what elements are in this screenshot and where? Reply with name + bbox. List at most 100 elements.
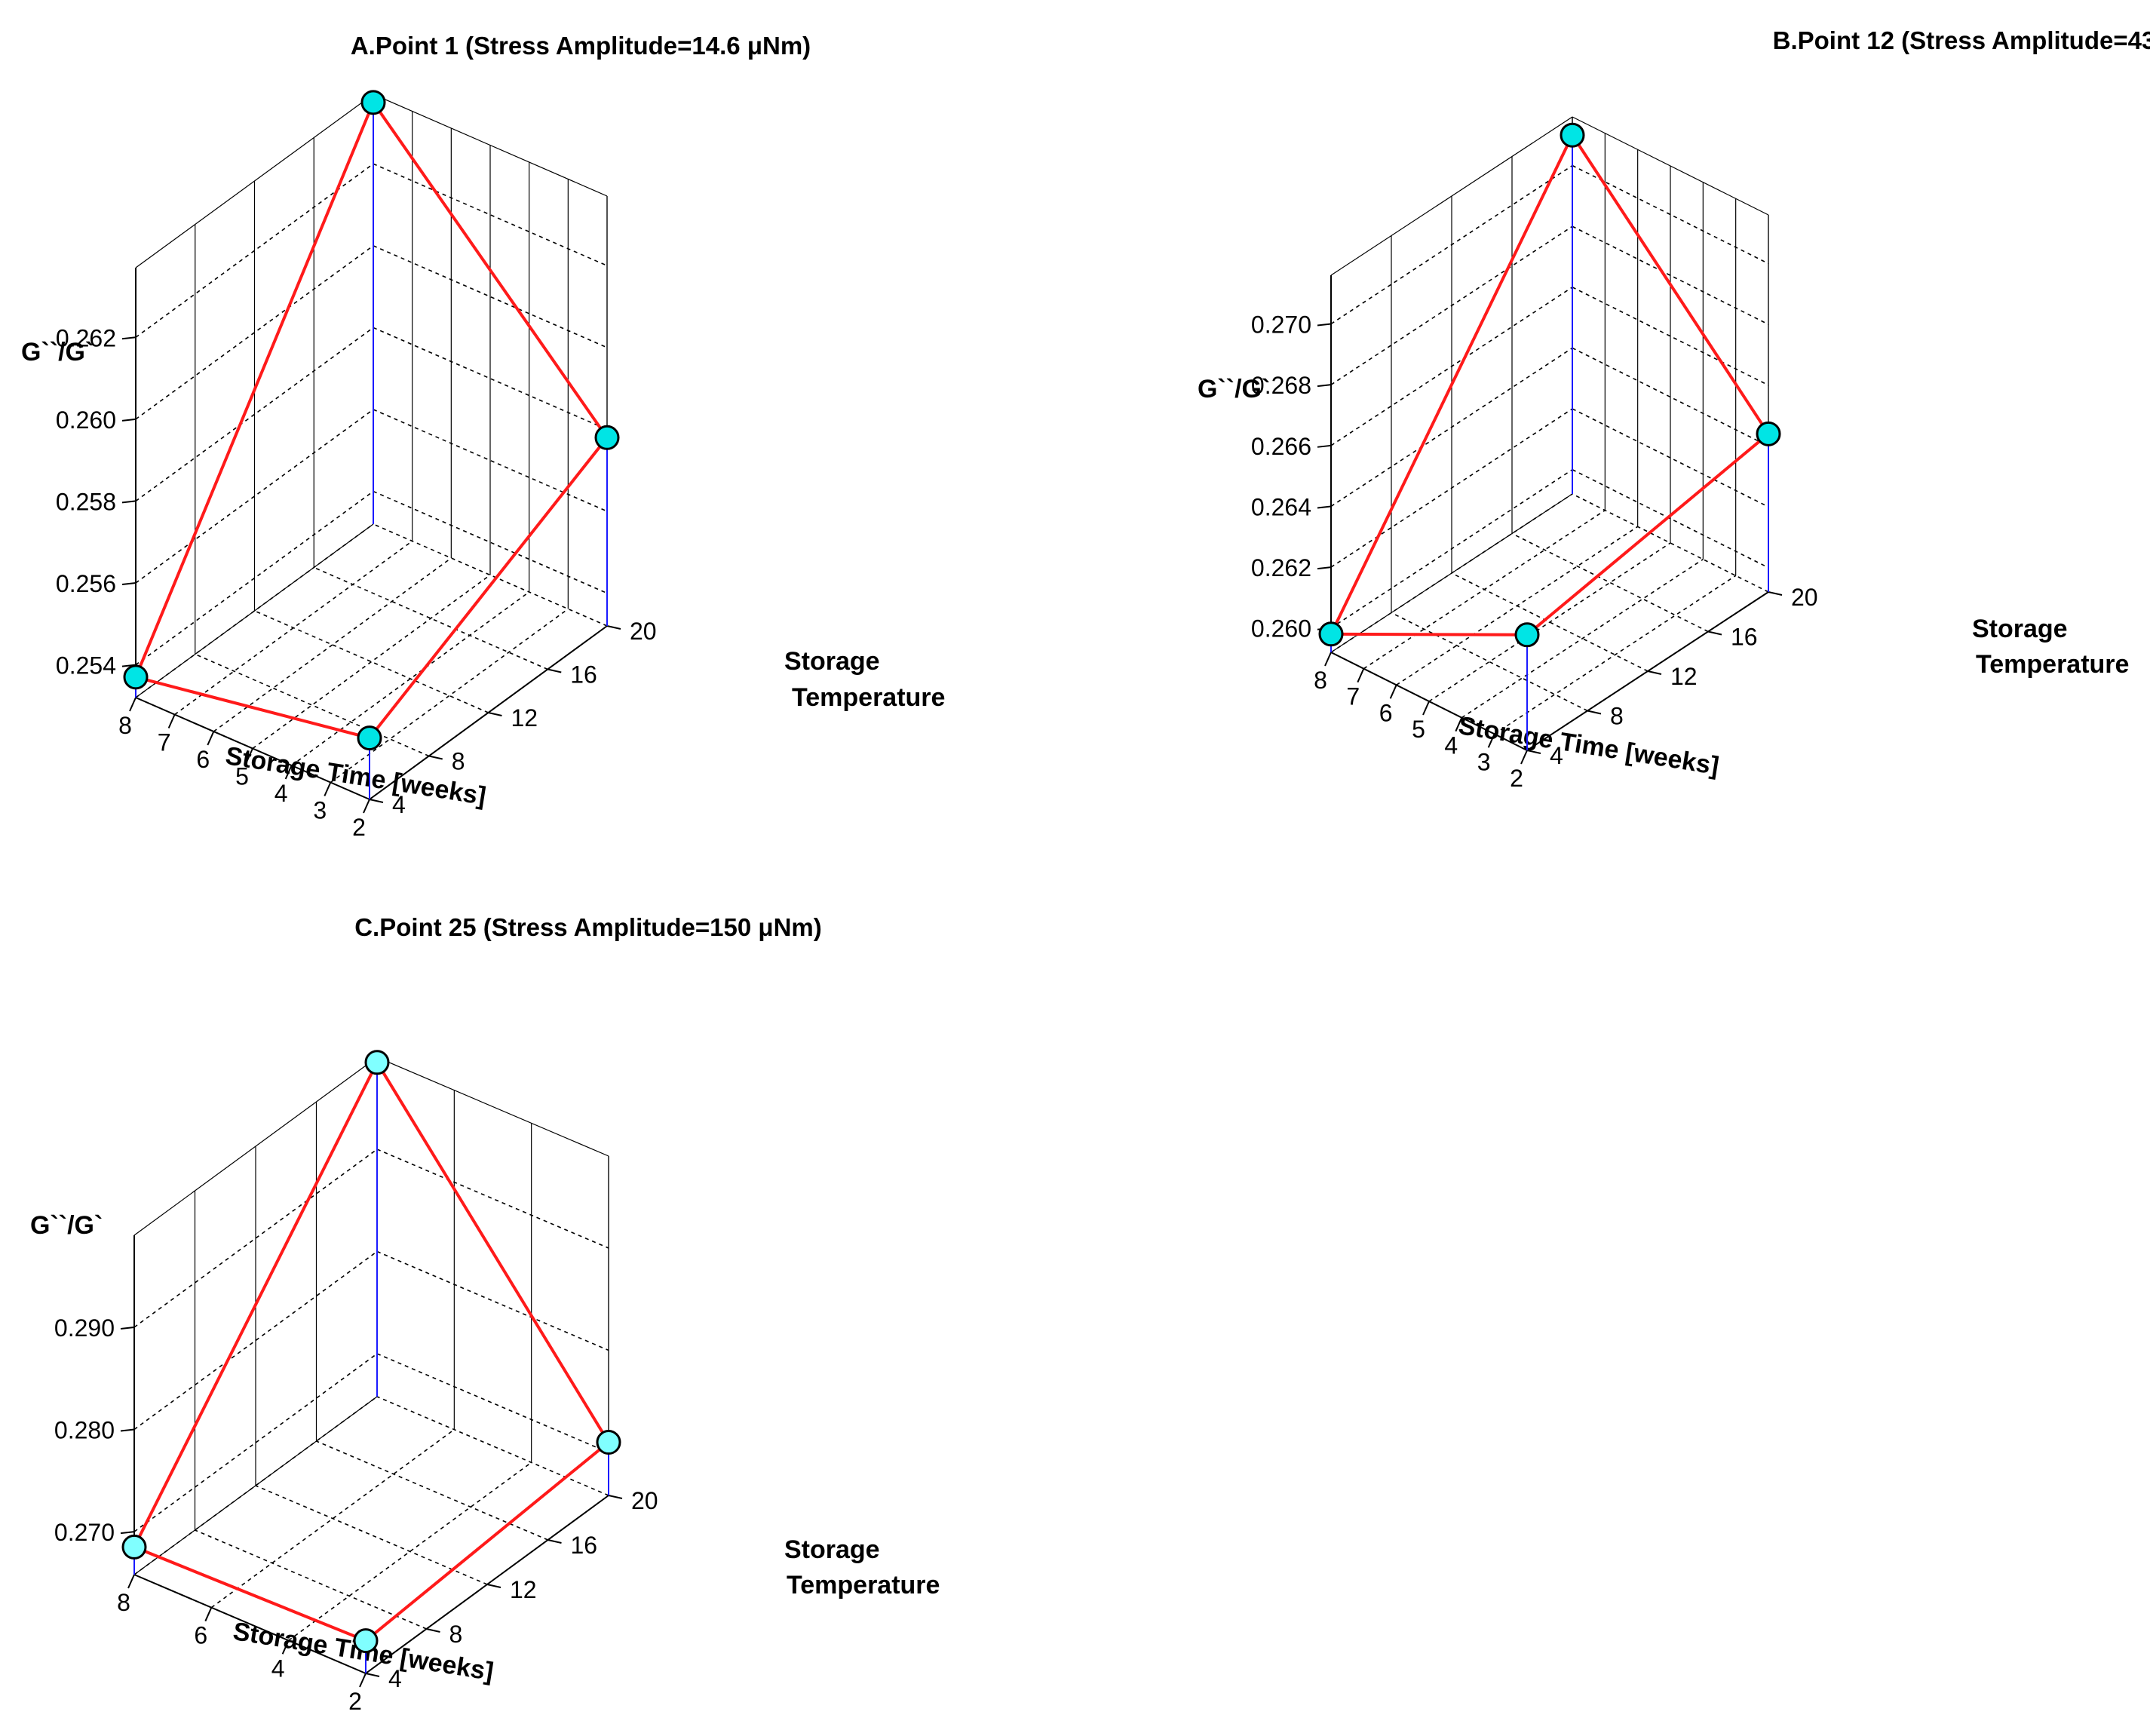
z-axis-label: G``/G`	[1198, 375, 1270, 403]
series-line	[133, 1059, 611, 1642]
floor-gridline-time	[210, 1429, 455, 1609]
z-tick-label: 0.280	[54, 1417, 115, 1444]
x-tick-label: 2	[348, 1688, 362, 1715]
x-tick-label: 8	[1314, 667, 1327, 694]
series-line	[134, 99, 609, 740]
x-tick-mark	[1324, 652, 1332, 667]
data-point-marker	[1560, 122, 1585, 148]
floor-gridline-temp	[254, 610, 489, 713]
x-tick-mark	[246, 748, 253, 762]
floor-gridline-temp	[195, 653, 430, 757]
x-tick-mark	[1389, 684, 1397, 699]
x-tick-mark	[1520, 750, 1528, 765]
z-tick-label: 0.262	[56, 324, 116, 351]
floor-gridline-temp	[195, 1529, 427, 1630]
data-point-marker	[594, 425, 620, 450]
z-tick-mark	[120, 1531, 135, 1535]
y-tick-label: 8	[452, 748, 465, 775]
back-wall-zgrid	[1572, 469, 1769, 569]
x-tick-mark	[167, 714, 176, 728]
y-axis-label-line1: Storage	[784, 647, 880, 676]
left-wall-zgrid	[1330, 225, 1573, 385]
back-wall-zgrid	[373, 490, 608, 594]
y-tick-label: 12	[510, 1576, 537, 1603]
back-wall-zgrid	[373, 409, 608, 512]
time-axis-line	[133, 1574, 367, 1674]
z-tick-mark	[1317, 505, 1332, 509]
left-wall-zgrid	[1330, 347, 1573, 508]
data-point-marker	[121, 1534, 147, 1560]
z-tick-label: 0.262	[1251, 554, 1311, 581]
floor-gridline-temp	[1511, 532, 1709, 633]
x-tick-mark	[207, 731, 215, 746]
x-tick-label: 3	[1477, 748, 1491, 775]
z-tick-label: 0.268	[1251, 372, 1311, 399]
data-point-marker	[364, 1050, 390, 1075]
back-wall-zgrid	[1572, 287, 1769, 386]
floor-gridline-time	[252, 574, 491, 750]
data-point-marker	[357, 725, 382, 751]
floor-gridline-time	[1396, 526, 1639, 686]
floor-left-edge	[133, 1396, 378, 1575]
x-tick-mark	[1422, 701, 1430, 716]
y-tick-label: 8	[449, 1621, 463, 1648]
x-tick-mark	[127, 1574, 135, 1589]
floor-gridline-time	[1494, 575, 1737, 735]
floor-left-edge	[135, 523, 374, 698]
y-tick-mark	[606, 625, 621, 630]
back-wall-zgrid	[1572, 225, 1769, 325]
x-tick-mark	[1455, 717, 1463, 732]
z-tick-mark	[121, 418, 136, 422]
x-tick-label: 4	[275, 780, 288, 807]
left-wall-zgrid	[1330, 408, 1573, 568]
y-tick-label: 20	[1791, 584, 1818, 611]
back-wall-zgrid	[1572, 164, 1769, 265]
x-tick-label: 5	[235, 763, 249, 790]
left-wall-top-edge	[1330, 116, 1573, 276]
z-tick-label: 0.266	[1251, 433, 1311, 460]
y-tick-mark	[1587, 710, 1602, 715]
floor-gridline-time	[1428, 542, 1671, 702]
back-wall-zgrid	[373, 327, 608, 431]
y-tick-mark	[547, 668, 562, 673]
x-tick-mark	[363, 799, 370, 814]
chart-title-c: C.Point 25 (Stress Amplitude=150 μNm)	[354, 913, 822, 941]
chart-svg-a: 0.2540.2560.2580.2600.262876543248121620…	[21, 90, 945, 841]
x-tick-mark	[1357, 668, 1365, 683]
y-tick-mark	[547, 1539, 562, 1544]
data-point-marker	[1318, 621, 1344, 647]
back-wall-zgrid	[376, 1149, 609, 1249]
z-tick-label: 0.270	[1251, 311, 1311, 339]
z-tick-mark	[1317, 323, 1332, 327]
y-tick-label: 16	[570, 661, 597, 689]
floor-left-edge	[1330, 493, 1573, 653]
y-axis-label-line1: Storage	[784, 1535, 880, 1564]
z-tick-label: 0.260	[56, 406, 116, 434]
left-wall-zgrid	[1330, 164, 1573, 325]
y-tick-label: 4	[388, 1665, 402, 1692]
left-wall-top-edge	[133, 1057, 378, 1236]
chart-panel-b: B.Point 12 (Stress Amplitude=43.6 μNm) 0…	[1075, 0, 2150, 868]
data-point-marker	[360, 90, 386, 115]
z-tick-label: 0.260	[1251, 615, 1311, 643]
back-wall-zgrid	[1572, 408, 1769, 508]
chart-panel-c: C.Point 25 (Stress Amplitude=150 μNm) 0.…	[0, 868, 1075, 1736]
x-tick-label: 7	[1346, 683, 1360, 710]
y-axis-label-line2: Temperature	[787, 1571, 940, 1600]
z-tick-mark	[120, 1428, 135, 1432]
data-point-marker	[1756, 421, 1781, 446]
left-wall-zgrid	[133, 1353, 378, 1532]
x-tick-label: 5	[1412, 716, 1425, 743]
y-tick-label: 12	[1670, 663, 1698, 690]
chart-title-a: A.Point 1 (Stress Amplitude=14.6 μNm)	[350, 32, 811, 60]
left-wall-zgrid	[1330, 469, 1573, 629]
z-tick-label: 0.254	[56, 652, 116, 679]
x-tick-label: 8	[117, 1589, 130, 1616]
y-tick-label: 20	[630, 618, 657, 645]
left-wall-top-edge	[135, 94, 374, 268]
y-tick-label: 20	[631, 1487, 658, 1514]
x-tick-label: 4	[1444, 732, 1458, 759]
data-point-marker	[1514, 622, 1540, 648]
x-tick-label: 7	[158, 729, 171, 756]
y-tick-mark	[1526, 750, 1541, 754]
